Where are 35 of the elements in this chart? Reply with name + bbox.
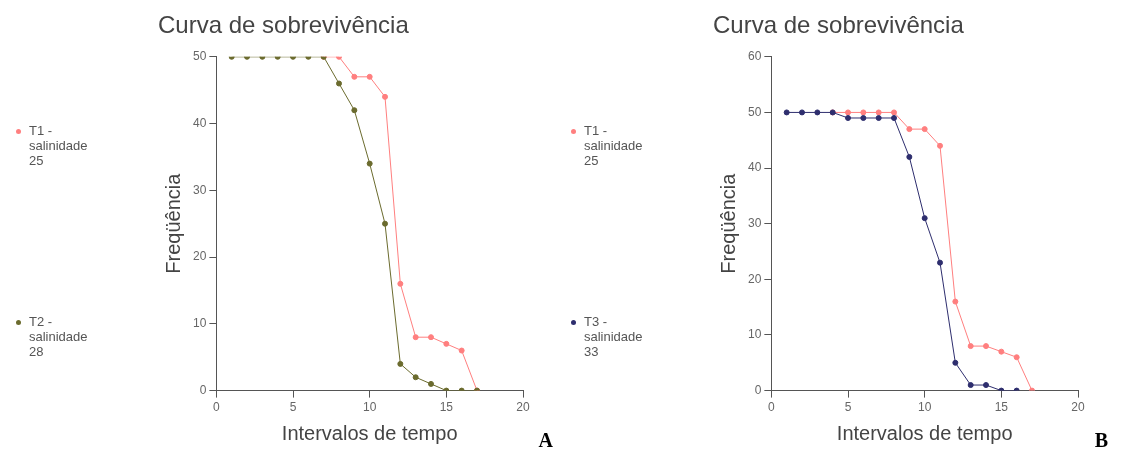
y-tick-label: 30 [747, 216, 762, 231]
y-tick-label: 10 [747, 327, 762, 342]
y-tick-label: 10 [192, 316, 207, 331]
y-tick-label: 0 [199, 382, 207, 397]
x-tick-label: 10 [362, 400, 377, 415]
text: B [1094, 429, 1108, 452]
chart-title: Curva de sobrevivência [158, 11, 410, 39]
y-tick-label: 40 [192, 115, 207, 130]
x-tick-label: 0 [768, 400, 775, 415]
x-axis-title: Intervalos de tempo [836, 421, 1013, 444]
x-tick-label: 20 [1071, 400, 1085, 415]
y-axis-title: Freqüência [716, 172, 739, 274]
legend-label: T1 - salinidade 25 [29, 123, 89, 168]
legend-label: T2 - salinidade 28 [29, 314, 89, 359]
text: A [538, 429, 554, 452]
x-tick-label: 5 [289, 400, 297, 415]
x-tick-label: 15 [439, 400, 454, 415]
y-tick-label: 30 [192, 182, 207, 197]
y-tick-label: 0 [754, 382, 762, 397]
x-tick-label: 5 [844, 400, 852, 415]
legend-label: T1 - salinidade 25 [584, 123, 644, 168]
y-tick-label: 20 [747, 271, 762, 286]
x-tick-label: 0 [213, 400, 220, 415]
y-tick-label: 50 [747, 104, 762, 119]
y-tick-label: 40 [747, 160, 762, 175]
x-tick-label: 10 [917, 400, 932, 415]
y-tick-label: 20 [192, 249, 207, 264]
legend-label: T3 - salinidade 33 [584, 314, 644, 359]
x-axis-title: Intervalos de tempo [281, 421, 458, 444]
y-tick-label: 60 [747, 49, 762, 64]
x-tick-label: 20 [516, 400, 530, 415]
chart-title: Curva de sobrevivência [713, 11, 965, 39]
x-tick-label: 15 [994, 400, 1009, 415]
y-axis-title: Freqüência [161, 172, 184, 274]
y-tick-label: 50 [192, 49, 207, 64]
